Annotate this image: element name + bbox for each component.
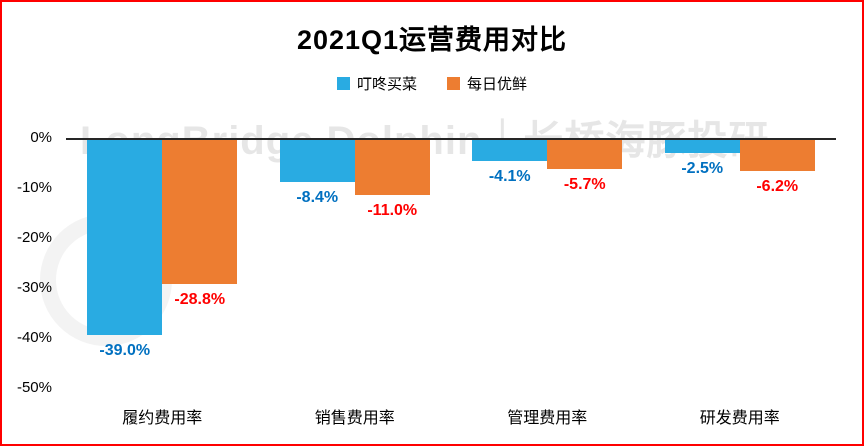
data-label: -39.0% xyxy=(99,342,151,359)
bar-group-0: -39.0% -28.8% xyxy=(66,140,259,388)
legend-label: 叮咚买菜 xyxy=(356,76,417,93)
bar-wrap-series-1: -5.7% xyxy=(547,140,623,194)
legend-swatch-icon xyxy=(336,77,350,90)
bar xyxy=(279,140,355,182)
bar-wrap-series-1: -11.0% xyxy=(354,140,430,220)
bar-wrap-series-0: -39.0% xyxy=(87,140,163,360)
bar-wrap-series-0: -4.1% xyxy=(472,140,548,186)
plot-area: -39.0% -28.8% -8.4% -11.0% -4.1% -5.7% -2.5% -6… xyxy=(66,138,836,388)
y-tick-label: 0% xyxy=(30,129,52,146)
legend: 叮咚买菜 每日优鲜 xyxy=(2,73,862,94)
legend-label: 每日优鲜 xyxy=(467,76,528,93)
data-label: -11.0% xyxy=(367,202,418,219)
bar xyxy=(87,140,163,335)
bar-group-2: -4.1% -5.7% xyxy=(451,140,644,388)
y-tick-label: -10% xyxy=(16,179,52,196)
data-label: -4.1% xyxy=(488,168,531,185)
bar-group-3: -2.5% -6.2% xyxy=(644,140,837,388)
bar-wrap-series-0: -8.4% xyxy=(279,140,355,207)
legend-item-0: 叮咚买菜 xyxy=(336,73,417,94)
y-tick-label: -40% xyxy=(16,329,52,346)
bar-group-1: -8.4% -11.0% xyxy=(259,140,452,388)
y-tick-label: -20% xyxy=(16,229,52,246)
bar-wrap-series-1: -6.2% xyxy=(739,140,815,196)
data-label: -6.2% xyxy=(756,178,799,195)
data-label: -8.4% xyxy=(296,189,339,206)
category-label: 销售费用率 xyxy=(314,410,395,427)
bar xyxy=(354,140,430,195)
y-tick-label: -50% xyxy=(16,379,52,396)
x-axis-labels: 履约费用率 销售费用率 管理费用率 研发费用率 xyxy=(66,404,836,428)
category-label: 研发费用率 xyxy=(699,410,780,427)
bar xyxy=(162,140,238,284)
category-label: 履约费用率 xyxy=(122,410,203,427)
bar xyxy=(739,140,815,171)
data-label: -5.7% xyxy=(563,176,606,193)
data-label: -2.5% xyxy=(681,160,724,177)
legend-item-1: 每日优鲜 xyxy=(447,73,527,94)
category-label: 管理费用率 xyxy=(507,410,588,427)
bar-wrap-series-0: -2.5% xyxy=(664,140,740,178)
bar xyxy=(547,140,623,169)
chart-title: 2021Q1运营费用对比 xyxy=(296,25,568,55)
y-axis: 0% -10% -20% -30% -40% -50% xyxy=(2,2,58,444)
bar-wrap-series-1: -28.8% xyxy=(162,140,238,309)
y-tick-label: -30% xyxy=(16,279,52,296)
legend-swatch-icon xyxy=(447,77,460,90)
bar xyxy=(664,140,740,153)
data-label: -28.8% xyxy=(174,291,226,308)
bar xyxy=(472,140,548,161)
